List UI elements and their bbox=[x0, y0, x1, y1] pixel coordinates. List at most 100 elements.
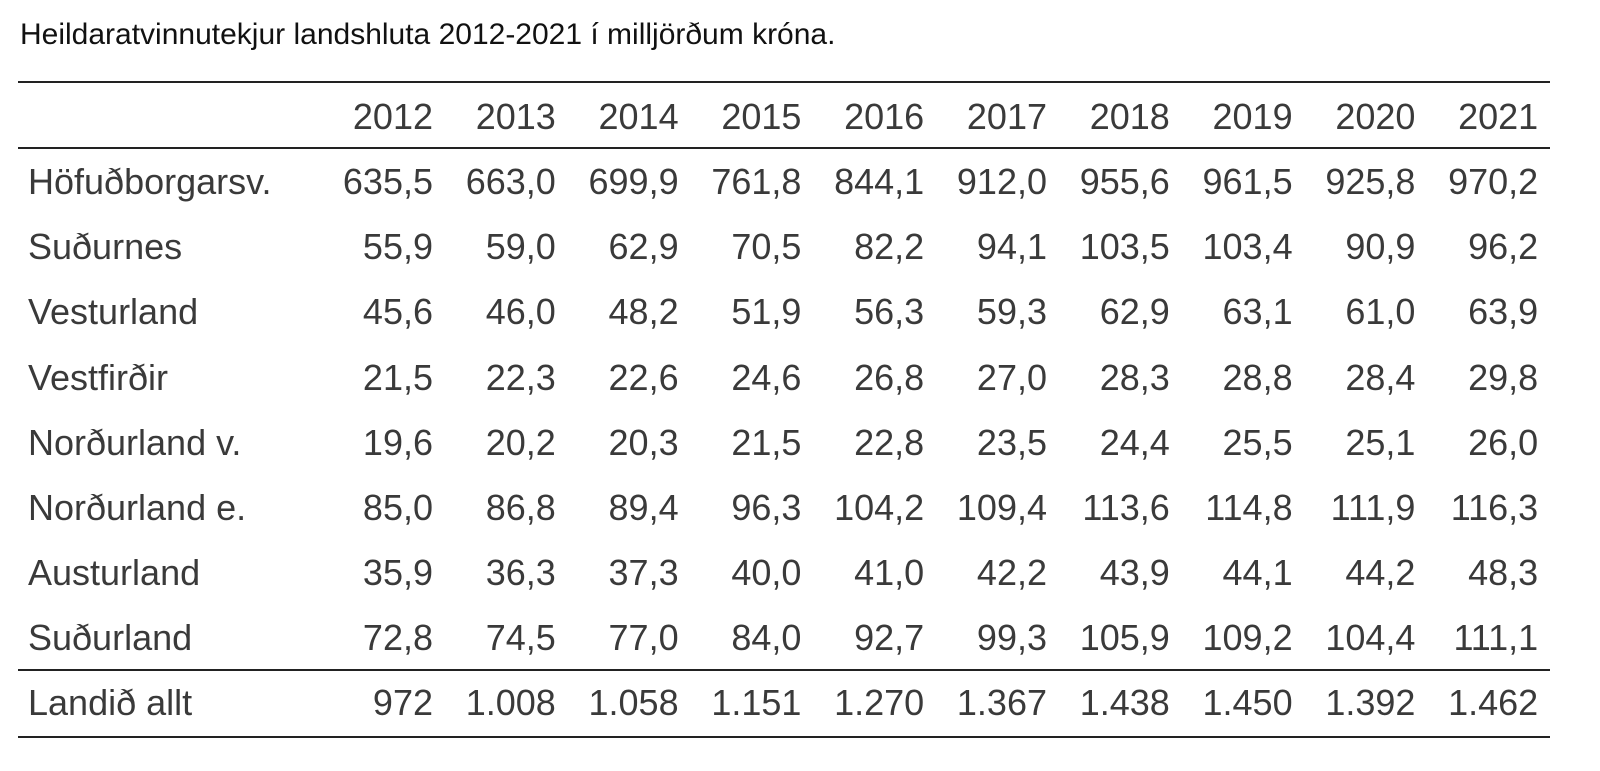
column-header: 2021 bbox=[1458, 96, 1539, 137]
cell: 70,5 bbox=[731, 226, 802, 268]
cell: 90,9 bbox=[1345, 226, 1416, 268]
cell: 20,3 bbox=[608, 421, 679, 463]
column-header: 2012 bbox=[352, 96, 433, 137]
row-label: Austurland bbox=[28, 552, 201, 594]
cell: 96,3 bbox=[731, 487, 802, 528]
cell: 761,8 bbox=[711, 161, 802, 202]
cell: 59,0 bbox=[485, 226, 556, 268]
cell: 29,8 bbox=[1468, 356, 1539, 398]
cell: 86,8 bbox=[485, 487, 556, 528]
cell: 48,3 bbox=[1468, 552, 1539, 594]
column-header: 2018 bbox=[1089, 96, 1170, 137]
cell: 111,9 bbox=[1330, 487, 1416, 528]
cell: 85,0 bbox=[362, 487, 433, 528]
cell: 63,9 bbox=[1468, 291, 1539, 333]
cell: 43,9 bbox=[1099, 552, 1170, 594]
cell: 40,0 bbox=[731, 552, 802, 594]
cell: 26,0 bbox=[1468, 421, 1539, 463]
row-label: Suðurland bbox=[28, 617, 193, 659]
total-cell: 1.367 bbox=[956, 682, 1047, 723]
total-cell: 972 bbox=[372, 682, 433, 723]
cell: 62,9 bbox=[1099, 291, 1170, 333]
column-header: 2020 bbox=[1335, 96, 1416, 137]
cell: 36,3 bbox=[485, 552, 556, 594]
cell: 961,5 bbox=[1202, 161, 1293, 202]
row-label: Höfuðborgarsv. bbox=[28, 161, 272, 202]
cell: 21,5 bbox=[362, 356, 433, 398]
total-cell: 1.462 bbox=[1448, 682, 1539, 723]
total-label: Landið allt bbox=[28, 682, 193, 723]
cell: 104,4 bbox=[1325, 617, 1416, 659]
cell: 663,0 bbox=[465, 161, 556, 202]
cell: 63,1 bbox=[1222, 291, 1293, 333]
top-rule bbox=[18, 81, 1550, 83]
cell: 59,3 bbox=[976, 291, 1047, 333]
column-header: 2015 bbox=[721, 96, 802, 137]
cell: 26,8 bbox=[854, 356, 925, 398]
cell: 56,3 bbox=[854, 291, 925, 333]
bottom-rule bbox=[18, 736, 1550, 738]
cell: 27,0 bbox=[976, 356, 1047, 398]
cell: 111,1 bbox=[1453, 617, 1539, 659]
row-label: Norðurland e. bbox=[28, 487, 247, 528]
total-cell: 1.058 bbox=[588, 682, 679, 723]
column-header: 2017 bbox=[966, 96, 1047, 137]
cell: 55,9 bbox=[362, 226, 433, 268]
cell: 113,6 bbox=[1082, 487, 1170, 528]
cell: 44,1 bbox=[1222, 552, 1293, 594]
cell: 22,3 bbox=[485, 356, 556, 398]
cell: 20,2 bbox=[485, 421, 556, 463]
cell: 92,7 bbox=[854, 617, 925, 659]
row-label: Vesturland bbox=[28, 291, 199, 333]
cell: 844,1 bbox=[834, 161, 925, 202]
cell: 48,2 bbox=[608, 291, 679, 333]
cell: 116,3 bbox=[1450, 487, 1539, 528]
column-header: 2019 bbox=[1212, 96, 1293, 137]
total-rule bbox=[18, 669, 1550, 671]
cell: 970,2 bbox=[1448, 161, 1539, 202]
cell: 42,2 bbox=[976, 552, 1047, 594]
cell: 22,8 bbox=[854, 421, 925, 463]
cell: 28,4 bbox=[1345, 356, 1416, 398]
cell: 925,8 bbox=[1325, 161, 1416, 202]
cell: 103,4 bbox=[1202, 226, 1293, 268]
cell: 103,5 bbox=[1079, 226, 1170, 268]
total-cell: 1.438 bbox=[1079, 682, 1170, 723]
row-label: Norðurland v. bbox=[28, 421, 242, 463]
cell: 96,2 bbox=[1468, 226, 1539, 268]
cell: 23,5 bbox=[976, 421, 1047, 463]
total-cell: 1.270 bbox=[834, 682, 925, 723]
row-label: Suðurnes bbox=[28, 226, 183, 268]
cell: 77,0 bbox=[608, 617, 679, 659]
total-cell: 1.008 bbox=[465, 682, 556, 723]
column-header: 2013 bbox=[475, 96, 556, 137]
cell: 25,1 bbox=[1345, 421, 1416, 463]
total-cell: 1.450 bbox=[1202, 682, 1293, 723]
cell: 28,3 bbox=[1099, 356, 1170, 398]
cell: 28,8 bbox=[1222, 356, 1293, 398]
cell: 104,2 bbox=[834, 487, 925, 528]
header-rule bbox=[18, 147, 1550, 149]
cell: 45,6 bbox=[362, 291, 433, 333]
cell: 24,6 bbox=[731, 356, 802, 398]
total-cell: 1.151 bbox=[711, 682, 802, 723]
cell: 955,6 bbox=[1079, 161, 1170, 202]
cell: 46,0 bbox=[485, 291, 556, 333]
cell: 44,2 bbox=[1345, 552, 1416, 594]
cell: 114,8 bbox=[1205, 487, 1293, 528]
row-label: Vestfirðir bbox=[28, 356, 169, 398]
cell: 25,5 bbox=[1222, 421, 1293, 463]
cell: 82,2 bbox=[854, 226, 925, 268]
cell: 19,6 bbox=[362, 421, 433, 463]
cell: 35,9 bbox=[362, 552, 433, 594]
cell: 912,0 bbox=[956, 161, 1047, 202]
cell: 84,0 bbox=[731, 617, 802, 659]
cell: 22,6 bbox=[608, 356, 679, 398]
cell: 109,2 bbox=[1202, 617, 1293, 659]
cell: 21,5 bbox=[731, 421, 802, 463]
cell: 72,8 bbox=[362, 617, 433, 659]
cell: 37,3 bbox=[608, 552, 679, 594]
cell: 99,3 bbox=[976, 617, 1047, 659]
column-header: 2014 bbox=[598, 96, 679, 137]
